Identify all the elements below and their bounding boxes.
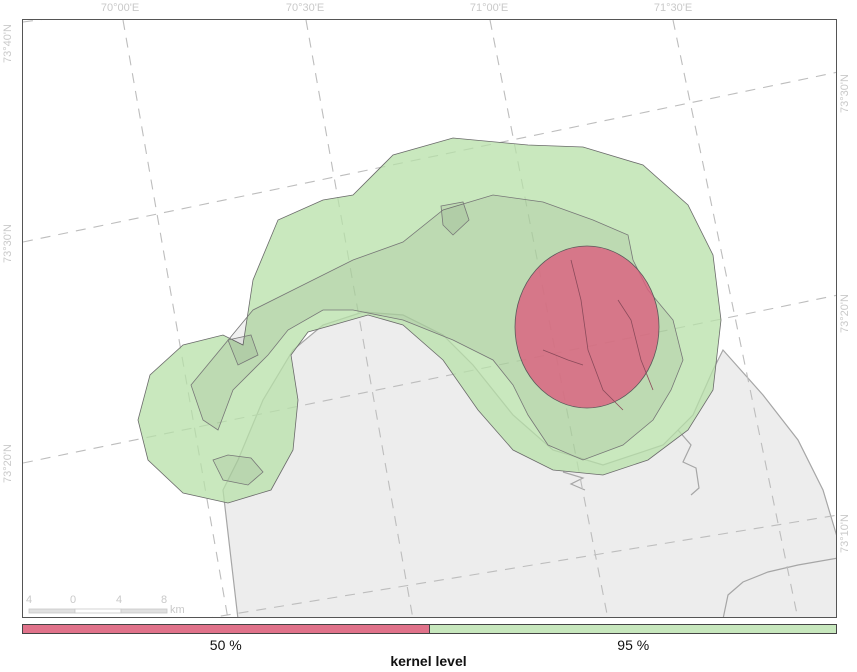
latitude-tick-left: 73°40'N (2, 24, 14, 63)
legend-title: kernel level (390, 653, 467, 669)
legend-labels: 50 % 95 % (22, 637, 837, 653)
latitude-tick-right: 73°10'N (839, 514, 851, 553)
scale-unit: km (170, 604, 185, 616)
kernel-50-island-lines (542, 259, 654, 411)
scale-label: 4 (26, 594, 33, 606)
latitude-tick-left: 73°20'N (2, 444, 14, 483)
small-islet-west (227, 334, 259, 366)
map-panel[interactable] (22, 19, 837, 618)
scale-label: 8 (161, 594, 168, 606)
legend-label-50: 50 % (209, 637, 242, 653)
southwest-island (212, 454, 264, 486)
latitude-tick-right: 73°20'N (839, 294, 851, 333)
kernel-50-polygon (514, 245, 660, 409)
coastal-inlet (677, 429, 700, 496)
legend-color-bar (22, 624, 837, 634)
scale-label: 0 (70, 594, 77, 606)
legend-swatch-50 (23, 625, 429, 633)
longitude-tick: 71°30'E (653, 2, 693, 14)
coastal-channel (562, 471, 586, 491)
legend-label-95: 95 % (617, 637, 650, 653)
southeast-landmass (722, 557, 836, 617)
longitude-tick: 70°30'E (285, 2, 325, 14)
latitude-tick-left: 73°30'N (2, 224, 14, 263)
scale-bar-graphic (28, 608, 168, 614)
map-canvas (23, 20, 836, 617)
kernel-95-polygon (137, 137, 722, 504)
small-islet-north (440, 201, 470, 236)
scale-label: 4 (116, 594, 123, 606)
latitude-tick-right: 73°30'N (839, 74, 851, 113)
longitude-tick: 71°00'E (469, 2, 509, 14)
legend-swatch-95 (429, 625, 836, 633)
longitude-tick: 70°00'E (100, 2, 140, 14)
